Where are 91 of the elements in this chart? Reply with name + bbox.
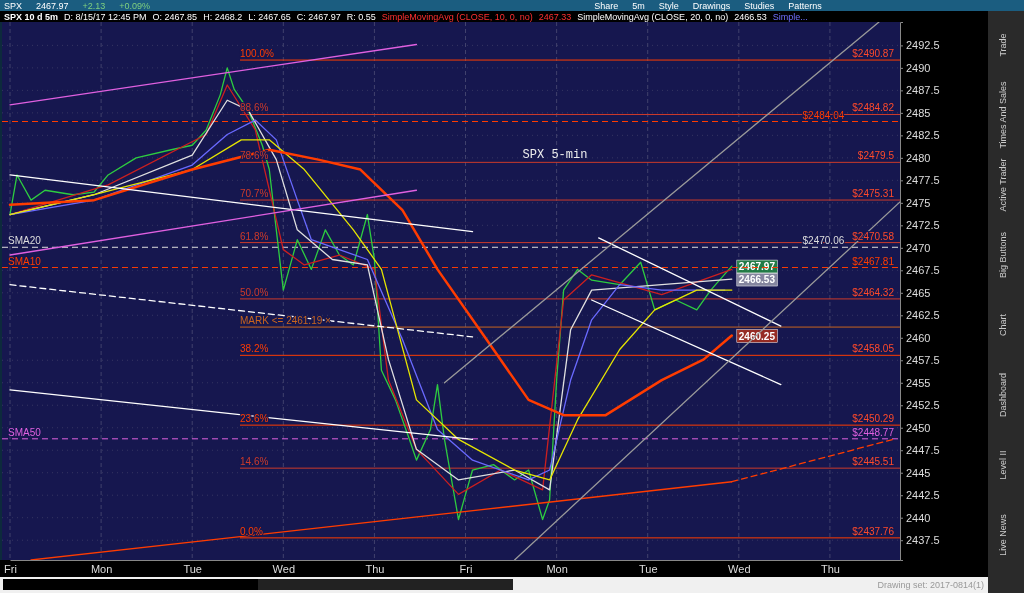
ref-line-label: $2467.81: [852, 255, 895, 267]
text: Patterns: [788, 0, 823, 11]
x-tick-label: Mon: [90, 562, 113, 575]
ref-line-label: $2445.51: [852, 456, 895, 468]
annotation: 14.6%: [240, 456, 269, 468]
ref-line-label: $2437.76: [852, 525, 895, 537]
annotation: SMA20: [8, 235, 42, 247]
y-tick-label: 2480: [906, 151, 931, 164]
y-tick-label: 2467.5: [906, 264, 940, 277]
text: SimpleMovingAvg (CLOSE, 10, 0, no): [381, 11, 533, 22]
x-tick-label: Fri: [459, 562, 473, 575]
ref-line-label: $2490.87: [852, 48, 895, 60]
ref-line-label: $2450.29: [852, 413, 895, 425]
text: SPX: [4, 0, 23, 11]
x-tick-label: Thu: [820, 562, 840, 575]
annotation: 23.6%: [240, 413, 269, 425]
y-tick-label: 2437.5: [906, 534, 940, 547]
annotation: 0.0%: [240, 525, 263, 537]
text: Studies: [744, 0, 775, 11]
y-tick-label: 2487.5: [906, 84, 940, 97]
y-tick-label: 2440: [906, 511, 931, 524]
y-tick-label: 2457.5: [906, 354, 940, 367]
y-tick-label: 2472.5: [906, 219, 940, 232]
data-label: 2460.25: [738, 330, 776, 342]
annotation: 61.8%: [240, 230, 269, 242]
ref-line-label: $2464.32: [852, 286, 895, 298]
text: 2467.33: [538, 11, 572, 22]
ref-line-label: $2484.82: [852, 102, 895, 114]
x-tick-label: Tue: [183, 562, 202, 575]
y-tick-label: 2452.5: [906, 399, 940, 412]
y-tick-label: 2482.5: [906, 129, 940, 142]
ref-line-label: $2470.58: [852, 230, 895, 242]
text: Drawings: [692, 0, 731, 11]
y-tick-label: 2462.5: [906, 309, 940, 322]
data-label: 2466.53: [738, 274, 776, 286]
y-tick-label: 2485: [906, 106, 931, 119]
x-tick-label: Mon: [546, 562, 568, 575]
text: Trade: [998, 33, 1008, 57]
y-tick-label: 2445: [906, 466, 931, 479]
y-tick-label: 2450: [906, 421, 931, 434]
text: Times And Sales: [998, 80, 1008, 149]
text: Style: [658, 0, 679, 11]
text: C: 2467.97: [296, 11, 341, 22]
text: SimpleMovingAvg (CLOSE, 20, 0, no): [577, 11, 729, 22]
text: Live News: [998, 513, 1008, 556]
y-tick-label: 2442.5: [906, 489, 940, 502]
text: Share: [594, 0, 619, 11]
text: SPX 10 d 5m: [4, 11, 59, 22]
y-tick-label: 2477.5: [906, 174, 940, 187]
y-tick-label: 2455: [906, 376, 931, 389]
ref-line-label: $2479.5: [857, 150, 895, 162]
text: +2.13: [82, 0, 106, 11]
annotation: 100.0%: [240, 48, 275, 60]
text: Simple...: [772, 11, 808, 22]
text: H: 2468.2: [203, 11, 243, 22]
y-tick-label: 2470: [906, 241, 931, 254]
text: Chart: [998, 313, 1008, 337]
ref-line-label: $2458.05: [852, 343, 895, 355]
text: O: 2467.85: [152, 11, 198, 22]
x-tick-label: Wed: [728, 562, 751, 575]
text: SPX 5-min: [522, 148, 588, 162]
text: Dashboard: [998, 372, 1008, 418]
x-tick-label: Tue: [638, 562, 658, 575]
ref-line-label: $2448.77: [852, 426, 895, 438]
annotation: 50.0%: [240, 286, 269, 298]
text: Drawing set: 2017-0814(1): [877, 580, 984, 590]
x-tick-label: Wed: [272, 562, 296, 575]
text: Big Buttons: [998, 231, 1008, 279]
text: 2467.97: [36, 0, 69, 11]
text: R: 0.55: [346, 11, 376, 22]
annotation: 38.2%: [240, 343, 269, 355]
annotation: MARK <= 2461.19 ×: [240, 315, 332, 327]
ref-line-label: $2475.31: [852, 188, 895, 200]
y-tick-label: 2465: [906, 286, 931, 299]
y-tick-label: 2460: [906, 331, 931, 344]
text: D: 8/15/17 12:45 PM: [64, 11, 147, 22]
text: L: 2467.65: [248, 11, 291, 22]
text: Active Trader: [998, 158, 1008, 212]
annotation: SMA10: [8, 255, 42, 267]
y-tick-label: 2447.5: [906, 444, 940, 457]
x-tick-label: Fri: [4, 562, 17, 575]
y-tick-label: 2475: [906, 196, 931, 209]
y-tick-label: 2490: [906, 61, 931, 74]
text: 2466.53: [734, 11, 767, 22]
text: Level II: [998, 450, 1008, 480]
y-tick-label: 2492.5: [906, 39, 940, 52]
x-tick-label: Thu: [365, 562, 385, 575]
annotation: SMA50: [8, 426, 42, 438]
annotation: 70.7%: [240, 188, 269, 200]
text: 5m: [632, 0, 645, 11]
text: +0.09%: [119, 0, 151, 11]
